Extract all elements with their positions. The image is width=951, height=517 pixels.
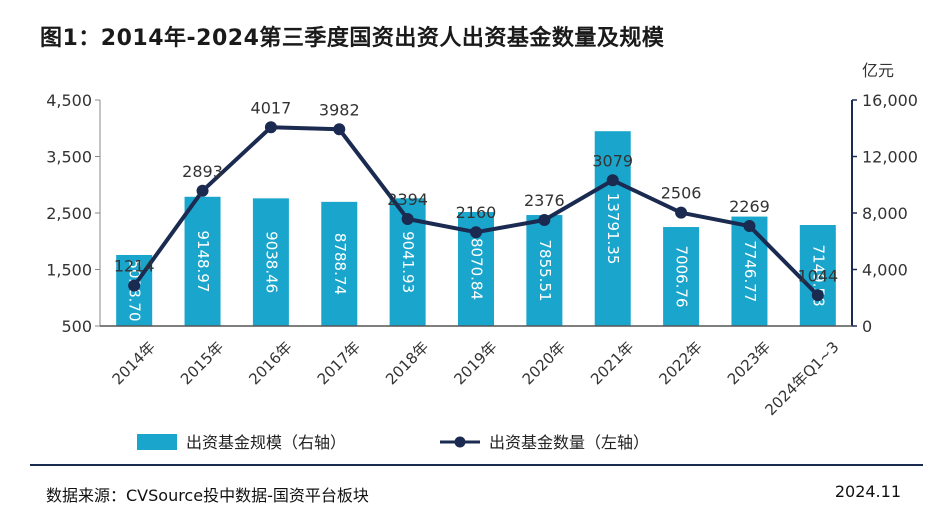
- line-value-label: 3079: [592, 151, 633, 170]
- line-point: [811, 289, 824, 302]
- left-tick-label: 500: [61, 317, 92, 336]
- line-point: [743, 220, 756, 233]
- line-value-label: 2160: [456, 203, 497, 222]
- footer-divider: [30, 464, 923, 466]
- combo-chart: 5028.709148.979038.468788.749041.938070.…: [46, 61, 918, 452]
- bar-value-label: 7855.51: [536, 240, 554, 302]
- bar: [799, 225, 836, 326]
- bar: [663, 227, 700, 326]
- line-value-label: 2394: [387, 190, 428, 209]
- right-tick-label: 0: [862, 317, 872, 336]
- legend-swatch-bar: [137, 434, 177, 450]
- x-tick-label: 2015年: [177, 338, 227, 388]
- right-tick-label: 4,000: [862, 261, 908, 280]
- right-axis-unit: 亿元: [862, 61, 894, 80]
- line-value-label: 1044: [797, 266, 838, 285]
- x-tick-label: 2016年: [245, 338, 295, 388]
- line-point: [333, 123, 346, 136]
- x-tick-label: 2020年: [519, 338, 569, 388]
- bar-value-label: 7746.77: [741, 240, 759, 302]
- x-tick-label: 2014年: [109, 338, 159, 388]
- legend: 出资基金规模（右轴） 出资基金数量（左轴）: [137, 433, 649, 452]
- left-tick-label: 2,500: [46, 204, 92, 223]
- bar-value-label: 9148.97: [194, 230, 212, 292]
- x-tick-label: 2024年Q1~3: [762, 338, 843, 419]
- legend-swatch-marker: [454, 436, 466, 448]
- line-point: [401, 212, 414, 225]
- publish-date: 2024.11: [834, 482, 901, 501]
- bar-value-label: 9041.93: [399, 231, 417, 293]
- line-value-label: 3982: [319, 100, 360, 119]
- x-tick-label: 2018年: [382, 338, 432, 388]
- bar: [321, 201, 358, 326]
- line-point: [675, 206, 688, 219]
- x-tick-label: 2023年: [724, 338, 774, 388]
- line-point: [196, 184, 209, 197]
- line-point: [606, 174, 619, 187]
- line-point: [264, 121, 277, 134]
- bar-value-label: 13791.35: [604, 193, 622, 265]
- right-tick-label: 16,000: [862, 91, 918, 110]
- line-series: 1214 2893 4017 3982 2394 2160 2376 3079 2506 2269…: [114, 98, 838, 302]
- line-value-label: 2376: [524, 191, 565, 210]
- bar: [184, 196, 221, 326]
- bar-value-label: 8788.74: [331, 233, 349, 295]
- source-note: 数据来源：CVSource投中数据-国资平台板块: [46, 486, 369, 505]
- x-tick-label: 2021年: [587, 338, 637, 388]
- right-tick-label: 8,000: [862, 204, 908, 223]
- line-value-label: 2893: [182, 162, 223, 181]
- bar: [252, 198, 289, 326]
- line-point: [470, 226, 482, 239]
- x-tick-label: 2019年: [450, 338, 500, 388]
- legend-label-line: 出资基金数量（左轴）: [489, 433, 649, 452]
- line-value-label: 2506: [661, 184, 702, 203]
- line-point: [128, 279, 141, 292]
- legend-label-bar: 出资基金规模（右轴）: [186, 433, 346, 452]
- left-tick-label: 3,500: [46, 148, 92, 167]
- bar: [731, 216, 768, 326]
- bar-value-label: 9038.46: [262, 231, 280, 293]
- chart-title: 图1：2014年-2024第三季度国资出资人出资基金数量及规模: [40, 26, 665, 51]
- left-tick-label: 1,500: [46, 261, 92, 280]
- right-tick-label: 12,000: [862, 148, 918, 167]
- line-value-label: 4017: [251, 98, 292, 117]
- bar: [526, 215, 563, 326]
- bar-value-label: 8070.84: [468, 238, 486, 300]
- left-tick-label: 4,500: [46, 91, 92, 110]
- bar-value-label: 7006.76: [673, 245, 691, 307]
- line-value-label: 1214: [114, 257, 155, 276]
- line-point: [538, 214, 551, 227]
- bar: [594, 131, 631, 326]
- x-tick-label: 2022年: [656, 338, 706, 388]
- x-tick-label: 2017年: [314, 338, 364, 388]
- line-value-label: 2269: [729, 197, 770, 216]
